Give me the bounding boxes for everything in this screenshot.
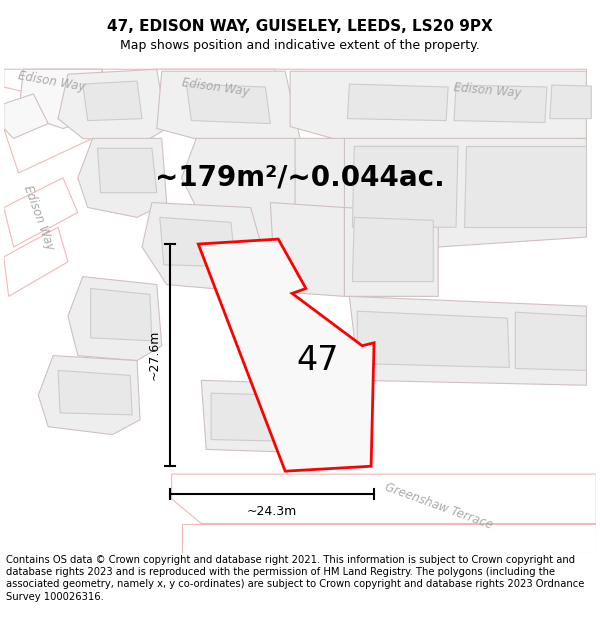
Polygon shape	[58, 371, 132, 415]
Text: Greenshaw Terrace: Greenshaw Terrace	[383, 480, 494, 531]
Polygon shape	[344, 138, 586, 247]
Text: ~24.3m: ~24.3m	[247, 505, 297, 518]
Polygon shape	[464, 146, 586, 228]
Polygon shape	[4, 99, 92, 173]
Polygon shape	[4, 69, 103, 99]
Polygon shape	[91, 289, 152, 341]
Polygon shape	[182, 524, 596, 553]
Polygon shape	[157, 69, 275, 104]
Polygon shape	[198, 239, 374, 471]
Polygon shape	[172, 474, 596, 524]
Polygon shape	[211, 393, 347, 442]
Polygon shape	[550, 85, 592, 119]
Polygon shape	[4, 178, 78, 247]
Polygon shape	[19, 69, 103, 129]
Polygon shape	[344, 208, 438, 296]
Text: Edison Way: Edison Way	[17, 69, 86, 93]
Polygon shape	[4, 94, 48, 138]
Polygon shape	[357, 311, 509, 368]
Polygon shape	[160, 217, 236, 267]
Polygon shape	[349, 296, 586, 385]
Text: Edison Way: Edison Way	[20, 183, 56, 251]
Polygon shape	[295, 138, 344, 247]
Polygon shape	[38, 356, 140, 434]
Text: 47: 47	[296, 344, 339, 377]
Polygon shape	[182, 138, 320, 247]
Polygon shape	[352, 217, 433, 281]
Polygon shape	[157, 71, 300, 146]
Text: ~27.6m: ~27.6m	[148, 330, 160, 381]
Text: Contains OS data © Crown copyright and database right 2021. This information is : Contains OS data © Crown copyright and d…	[6, 554, 584, 602]
Polygon shape	[352, 146, 458, 228]
Polygon shape	[290, 71, 586, 146]
Text: ~179m²/~0.044ac.: ~179m²/~0.044ac.	[155, 164, 445, 192]
Polygon shape	[454, 85, 547, 122]
Text: Edison Way: Edison Way	[453, 81, 522, 101]
Polygon shape	[103, 69, 586, 107]
Polygon shape	[4, 228, 68, 296]
Polygon shape	[83, 81, 142, 121]
Polygon shape	[78, 138, 167, 218]
Polygon shape	[68, 277, 162, 361]
Polygon shape	[271, 202, 344, 296]
Polygon shape	[347, 84, 448, 121]
Polygon shape	[142, 202, 271, 291]
Polygon shape	[201, 380, 359, 454]
Polygon shape	[515, 312, 586, 371]
Text: Edison Way: Edison Way	[181, 76, 251, 98]
Text: Map shows position and indicative extent of the property.: Map shows position and indicative extent…	[120, 39, 480, 51]
Text: 47, EDISON WAY, GUISELEY, LEEDS, LS20 9PX: 47, EDISON WAY, GUISELEY, LEEDS, LS20 9P…	[107, 19, 493, 34]
Polygon shape	[58, 69, 167, 143]
Polygon shape	[98, 148, 157, 192]
Polygon shape	[187, 84, 271, 124]
